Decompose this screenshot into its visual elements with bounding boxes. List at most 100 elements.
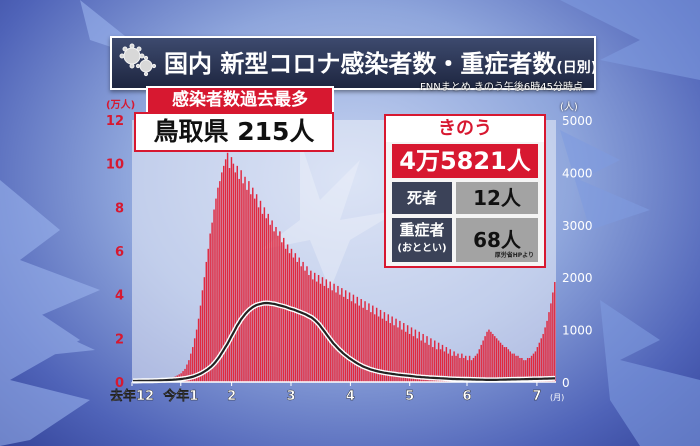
bar-87 bbox=[300, 266, 302, 382]
bar-200 bbox=[519, 357, 521, 382]
bar-170 bbox=[461, 353, 463, 382]
source-note: FNNまとめ きのう午後6時45分時点 bbox=[420, 82, 583, 93]
bar-217 bbox=[552, 292, 554, 382]
bar-189 bbox=[497, 340, 500, 382]
bar-86 bbox=[298, 257, 300, 382]
x-tick-unit: (月) bbox=[550, 393, 564, 402]
bar-174 bbox=[468, 355, 471, 382]
bar-77 bbox=[281, 242, 283, 382]
bar-145 bbox=[412, 336, 415, 382]
y-right-tick-4: 4000 bbox=[562, 166, 593, 180]
bar-94 bbox=[313, 272, 316, 382]
bar-110 bbox=[344, 290, 347, 382]
bar-61 bbox=[250, 194, 252, 382]
deaths-value: 12人 bbox=[456, 182, 538, 214]
bar-146 bbox=[414, 329, 417, 382]
bar-125 bbox=[374, 314, 376, 382]
severe-sub-label: (おととい) bbox=[397, 243, 447, 254]
bar-124 bbox=[372, 305, 374, 382]
x-tick-2: 2 bbox=[227, 389, 236, 404]
bar-157 bbox=[435, 349, 438, 382]
bar-166 bbox=[453, 351, 455, 382]
y-right-tick-2: 2000 bbox=[562, 271, 593, 285]
bar-44 bbox=[217, 187, 219, 382]
bar-185 bbox=[490, 331, 492, 382]
bar-123 bbox=[370, 312, 372, 382]
bar-51 bbox=[230, 157, 233, 382]
bar-154 bbox=[430, 338, 432, 382]
bar-183 bbox=[486, 331, 488, 382]
x-tick-3: 3 bbox=[286, 389, 295, 404]
bar-198 bbox=[515, 355, 517, 382]
bar-177 bbox=[474, 355, 477, 382]
bar-169 bbox=[459, 357, 461, 382]
x-tick-1: 今年1 bbox=[162, 388, 198, 404]
bar-136 bbox=[395, 318, 397, 382]
bar-149 bbox=[420, 340, 422, 382]
bar-191 bbox=[501, 344, 504, 382]
bar-58 bbox=[244, 176, 246, 382]
bar-70 bbox=[267, 213, 269, 382]
bar-199 bbox=[517, 355, 519, 382]
bar-88 bbox=[302, 261, 304, 382]
bar-148 bbox=[418, 331, 420, 382]
bar-105 bbox=[335, 292, 337, 382]
bar-182 bbox=[484, 336, 486, 382]
bar-162 bbox=[445, 347, 448, 382]
bar-218 bbox=[554, 282, 556, 382]
bar-147 bbox=[416, 338, 419, 382]
bar-160 bbox=[441, 344, 444, 382]
bar-197 bbox=[513, 353, 515, 382]
bar-209 bbox=[536, 347, 539, 382]
bar-122 bbox=[368, 303, 370, 382]
bar-210 bbox=[538, 342, 541, 382]
bar-75 bbox=[277, 235, 279, 382]
bar-172 bbox=[465, 355, 467, 382]
bar-29 bbox=[188, 360, 190, 382]
bar-79 bbox=[284, 248, 287, 382]
bar-194 bbox=[507, 349, 510, 382]
bar-50 bbox=[228, 168, 231, 382]
title-bar bbox=[110, 36, 596, 90]
bar-109 bbox=[343, 296, 345, 382]
severe-value: 68人 bbox=[473, 228, 521, 252]
bar-96 bbox=[317, 275, 320, 382]
bar-91 bbox=[308, 275, 310, 382]
bar-211 bbox=[540, 338, 542, 382]
bar-60 bbox=[248, 181, 250, 382]
bar-137 bbox=[397, 327, 399, 382]
bar-131 bbox=[385, 320, 388, 382]
bar-55 bbox=[238, 178, 240, 382]
y-left-tick-1: 2 bbox=[115, 332, 124, 347]
bar-206 bbox=[530, 355, 533, 382]
bar-142 bbox=[406, 325, 409, 382]
bar-208 bbox=[534, 351, 537, 382]
bar-45 bbox=[219, 181, 221, 382]
y-right-tick-0: 0 bbox=[562, 376, 570, 390]
y-right-tick-1: 1000 bbox=[562, 324, 593, 338]
bar-152 bbox=[426, 336, 428, 382]
bar-159 bbox=[439, 349, 442, 382]
bar-128 bbox=[379, 309, 382, 382]
bar-126 bbox=[375, 307, 378, 382]
severe-label-box: 重症者 (おととい) bbox=[392, 218, 452, 262]
bar-82 bbox=[290, 248, 293, 382]
bar-38 bbox=[205, 261, 208, 382]
virus-icon bbox=[119, 43, 157, 77]
y-left-tick-0: 0 bbox=[115, 376, 124, 391]
x-tick-7: 7 bbox=[532, 389, 541, 404]
bar-201 bbox=[521, 357, 523, 382]
bar-66 bbox=[259, 200, 262, 382]
bar-205 bbox=[528, 357, 531, 382]
bar-130 bbox=[383, 312, 386, 382]
bar-32 bbox=[193, 338, 196, 382]
bar-52 bbox=[232, 163, 235, 382]
bar-195 bbox=[509, 351, 511, 382]
bar-165 bbox=[451, 355, 453, 382]
page-title-main: 国内 新型コロナ感染者数・重症者数 bbox=[164, 50, 557, 78]
y-left-unit-label: (万人) bbox=[106, 100, 136, 111]
y-right-unit-label: (人) bbox=[560, 102, 578, 113]
bar-103 bbox=[331, 290, 333, 382]
bar-28 bbox=[186, 364, 188, 382]
